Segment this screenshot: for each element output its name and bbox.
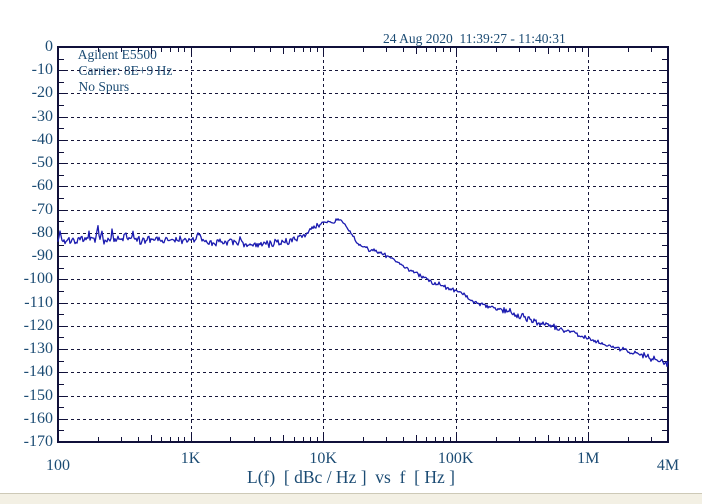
y-tick-label: -120 — [23, 316, 53, 334]
x-tick-label: 100 — [46, 457, 70, 474]
y-tick-label: -150 — [23, 386, 53, 404]
x-tick-label: 4M — [656, 457, 680, 474]
y-tick-label: -140 — [23, 363, 53, 381]
y-tick-label: -50 — [31, 154, 53, 172]
phase-noise-trace — [57, 218, 669, 368]
y-tick-label: -100 — [23, 270, 53, 288]
y-tick-label: -160 — [23, 409, 53, 427]
x-tick-label: 1M — [577, 450, 600, 467]
spurs-label: No Spurs — [78, 79, 130, 94]
x-axis-title: L(f) [ dBc / Hz ] vs f [ Hz ] — [247, 467, 455, 487]
status-bar — [0, 493, 702, 504]
y-tick-label: -90 — [31, 247, 53, 265]
measurement-datetime: 24 Aug 2020 11:39:27 - 11:40:31 — [383, 31, 566, 46]
x-tick-label: 1K — [180, 450, 201, 467]
y-tick-label: -30 — [31, 107, 53, 125]
y-tick-label: -110 — [24, 293, 53, 311]
x-tick-label: 100K — [437, 450, 474, 467]
y-tick-label: -10 — [31, 61, 53, 79]
y-tick-label: -20 — [31, 84, 53, 102]
y-tick-label: -60 — [31, 177, 53, 195]
y-tick-label: 0 — [45, 38, 53, 55]
y-tick-label: -80 — [31, 223, 53, 241]
y-tick-label: -40 — [31, 130, 53, 148]
plot-frame — [57, 46, 669, 443]
y-tick-label: -170 — [23, 433, 53, 450]
x-tick-label: 10K — [309, 450, 337, 467]
y-tick-label: -70 — [31, 200, 53, 218]
y-tick-label: -130 — [23, 340, 53, 358]
instrument-label: Agilent E5500 — [77, 47, 157, 62]
